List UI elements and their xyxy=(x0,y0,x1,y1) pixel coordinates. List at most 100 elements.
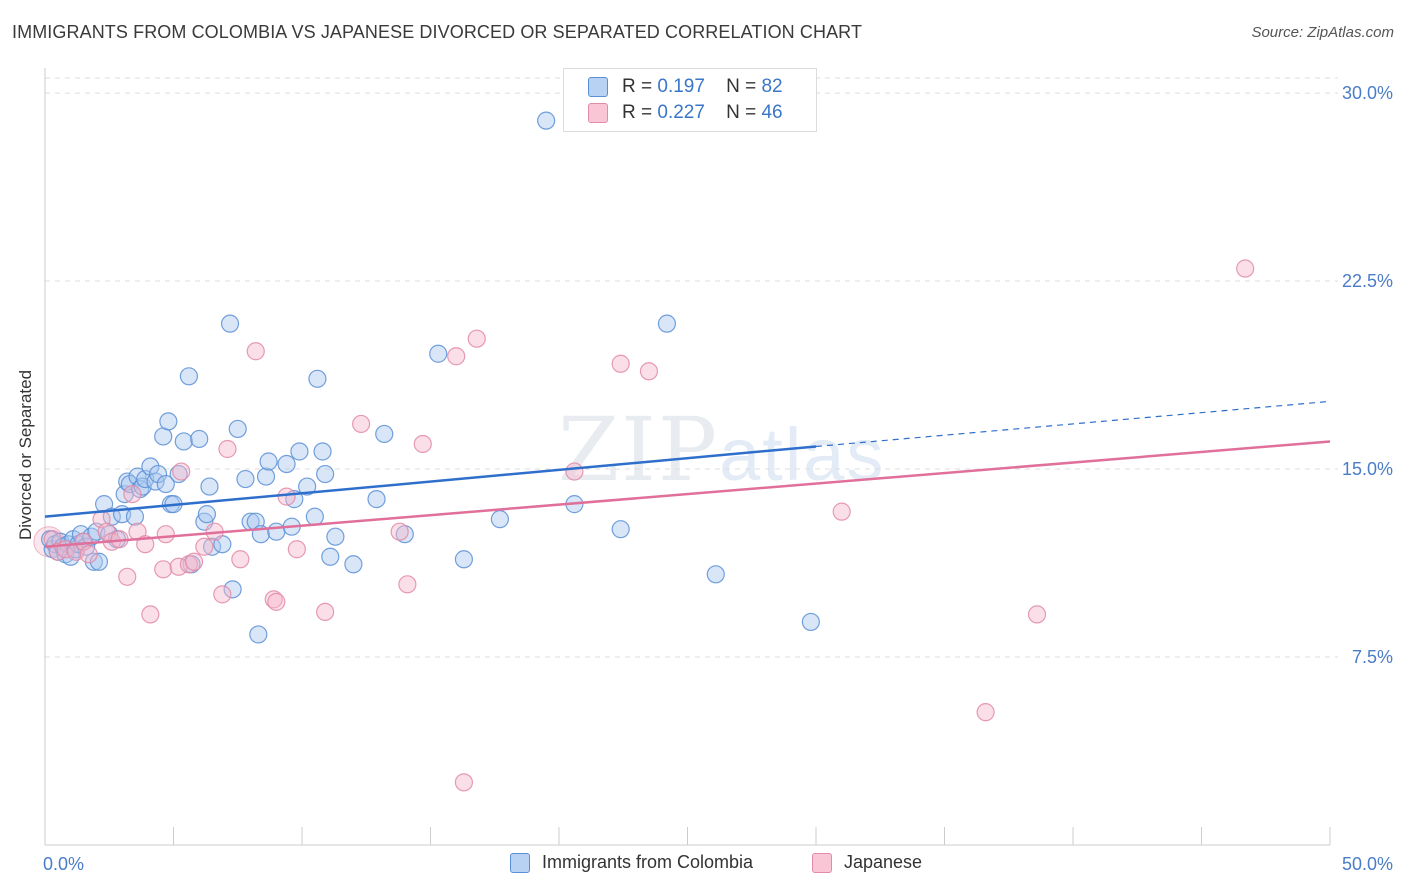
source-label: Source: ZipAtlas.com xyxy=(1251,24,1394,41)
japanese-point xyxy=(467,329,486,348)
japanese-point xyxy=(218,439,237,459)
japanese-point xyxy=(79,545,98,564)
japanese-point xyxy=(413,434,432,454)
colombia-point xyxy=(223,580,242,599)
japanese-point xyxy=(156,525,175,544)
x-tick-label: 0.0% xyxy=(43,854,84,874)
colombia-point xyxy=(249,625,268,644)
japanese-point xyxy=(832,502,851,521)
japanese-point xyxy=(1236,259,1255,278)
colombia-point xyxy=(316,464,335,484)
colombia-point xyxy=(290,442,309,461)
colombia-point xyxy=(256,467,276,486)
colombia-point xyxy=(321,547,340,566)
japanese-point xyxy=(976,703,995,722)
colombia-point xyxy=(313,442,332,461)
colombia-point xyxy=(277,454,296,474)
japanese-point xyxy=(246,342,265,361)
japanese-point xyxy=(267,592,286,611)
colombia-legend-swatch xyxy=(510,852,530,873)
japanese-point xyxy=(195,537,214,556)
colombia-point xyxy=(169,464,188,484)
colombia-point xyxy=(395,525,414,544)
japanese-point xyxy=(277,487,296,506)
japanese-point xyxy=(398,575,417,594)
japanese-legend-swatch xyxy=(812,852,832,873)
japanese-point xyxy=(390,522,409,541)
colombia-point xyxy=(344,555,363,574)
colombia-point xyxy=(706,565,725,584)
r-label: R = xyxy=(622,76,653,97)
colombia-point xyxy=(125,507,145,526)
n-value: 82 xyxy=(761,76,783,97)
r-value: 0.227 xyxy=(657,102,705,123)
watermark-zip: ZIP xyxy=(558,398,720,501)
y-tick-label: 15.0% xyxy=(1342,459,1393,479)
colombia-swatch xyxy=(588,77,608,97)
japanese-point xyxy=(454,773,474,792)
colombia-point xyxy=(308,369,327,388)
colombia-point xyxy=(375,424,394,444)
japanese-point xyxy=(154,560,173,579)
colombia-point xyxy=(200,477,219,496)
stats-row-japanese: R = 0.227 N = 46 xyxy=(588,101,783,125)
colombia-trend-extension xyxy=(815,400,1331,448)
colombia-point xyxy=(801,612,820,632)
legend-item-japanese[interactable]: Japanese xyxy=(812,852,922,873)
colombia-point xyxy=(611,520,630,539)
colombia-point xyxy=(259,452,278,471)
japanese-point xyxy=(213,585,232,604)
colombia-point xyxy=(429,344,448,363)
japanese-point xyxy=(184,552,204,571)
chart-title: IMMIGRANTS FROM COLOMBIA VS JAPANESE DIV… xyxy=(12,22,863,42)
colombia-point xyxy=(305,507,324,526)
watermark: ZIPatlas xyxy=(558,398,885,501)
legend-label-japanese: Japanese xyxy=(844,852,923,872)
colombia-point xyxy=(236,469,255,489)
japanese-point xyxy=(172,462,191,481)
x-tick-label: 50.0% xyxy=(1342,854,1393,874)
r-value: 0.197 xyxy=(657,76,705,97)
colombia-point xyxy=(154,427,173,446)
japanese-point xyxy=(639,362,659,381)
japanese-point xyxy=(123,484,142,504)
y-tick-label: 30.0% xyxy=(1342,83,1393,103)
colombia-point xyxy=(159,412,178,431)
japanese-point xyxy=(565,462,584,481)
r-label: R = xyxy=(622,102,653,123)
colombia-point xyxy=(148,464,168,484)
japanese-point xyxy=(264,590,283,609)
colombia-point xyxy=(156,474,175,494)
n-value: 46 xyxy=(761,102,783,123)
colombia-point xyxy=(174,432,193,451)
legend-item-colombia[interactable]: Immigrants from Colombia xyxy=(510,852,753,873)
colombia-point xyxy=(490,510,509,529)
colombia-point xyxy=(267,522,286,541)
japanese-point xyxy=(1027,605,1047,624)
n-label: N = xyxy=(726,76,757,97)
japanese-trend-line xyxy=(44,440,1331,548)
colombia-point xyxy=(179,367,199,386)
legend-label-colombia: Immigrants from Colombia xyxy=(542,852,754,872)
y-tick-label: 7.5% xyxy=(1352,647,1393,667)
colombia-point xyxy=(197,505,217,524)
series-legend: Immigrants from Colombia Japanese xyxy=(0,852,1406,878)
japanese-point xyxy=(611,354,630,373)
n-label: N = xyxy=(726,102,757,123)
stats-legend: R = 0.197 N = 82 R = 0.227 N = 46 xyxy=(563,68,817,132)
colombia-point xyxy=(89,552,109,571)
japanese-point xyxy=(316,602,335,622)
japanese-point xyxy=(141,605,160,624)
colombia-point xyxy=(298,477,317,496)
watermark-atlas: atlas xyxy=(719,413,886,496)
japanese-swatch xyxy=(588,103,608,123)
colombia-trend-line xyxy=(44,445,817,518)
colombia-point xyxy=(367,490,386,509)
colombia-point xyxy=(220,314,240,333)
japanese-point xyxy=(118,567,137,586)
colombia-point xyxy=(454,550,474,569)
colombia-point xyxy=(657,314,677,333)
japanese-point xyxy=(352,414,371,434)
y-tick-label: 22.5% xyxy=(1342,271,1393,291)
